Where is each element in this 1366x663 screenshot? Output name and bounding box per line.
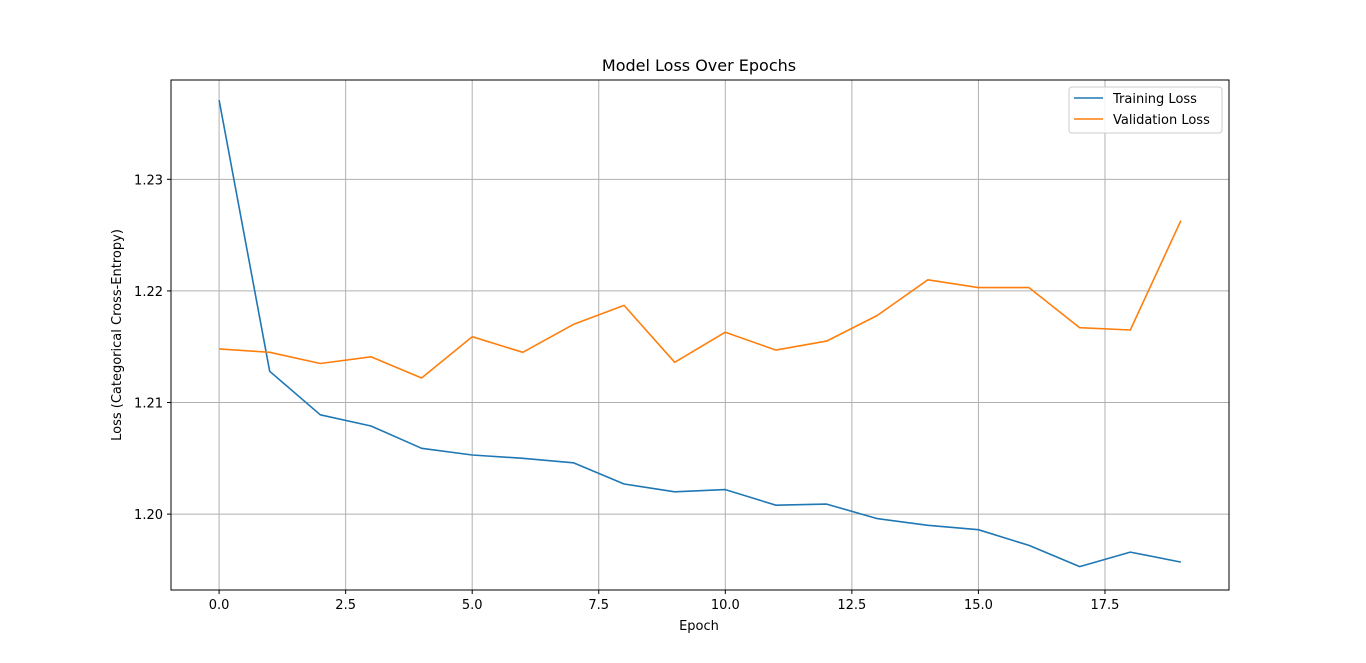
legend-label: Validation Loss [1113, 113, 1210, 128]
y-tick-label: 1.21 [134, 397, 163, 412]
x-axis-ticks: 0.0 2.5 5.0 7.5 10.0 12.5 15.0 17.5 [209, 590, 1119, 613]
x-tick-label: 5.0 [462, 598, 483, 613]
x-tick-label: 15.0 [964, 598, 993, 613]
x-tick-label: 7.5 [588, 598, 609, 613]
x-tick-label: 0.0 [209, 598, 230, 613]
x-tick-label: 2.5 [335, 598, 356, 613]
legend: Training Loss Validation Loss [1068, 86, 1223, 134]
chart-title: Model Loss Over Epochs [602, 56, 796, 75]
legend-label: Training Loss [1112, 92, 1197, 107]
x-tick-label: 10.0 [711, 598, 740, 613]
y-tick-label: 1.20 [134, 508, 163, 523]
plot-frame [170, 79, 1230, 591]
y-tick-label: 1.23 [134, 173, 163, 188]
x-axis-label: Epoch [679, 619, 719, 634]
series-lines [218, 99, 1182, 568]
y-axis-label: Loss (Categorical Cross-Entropy) [110, 229, 125, 441]
y-tick-label: 1.22 [134, 285, 163, 300]
x-tick-label: 12.5 [837, 598, 866, 613]
y-axis-ticks: 1.20 1.21 1.22 1.23 [134, 173, 171, 523]
series-line-validation-loss [219, 220, 1182, 379]
series-line-training-loss [218, 99, 1182, 568]
x-tick-label: 17.5 [1090, 598, 1119, 613]
grid [171, 80, 1229, 590]
legend-box [1068, 86, 1223, 134]
